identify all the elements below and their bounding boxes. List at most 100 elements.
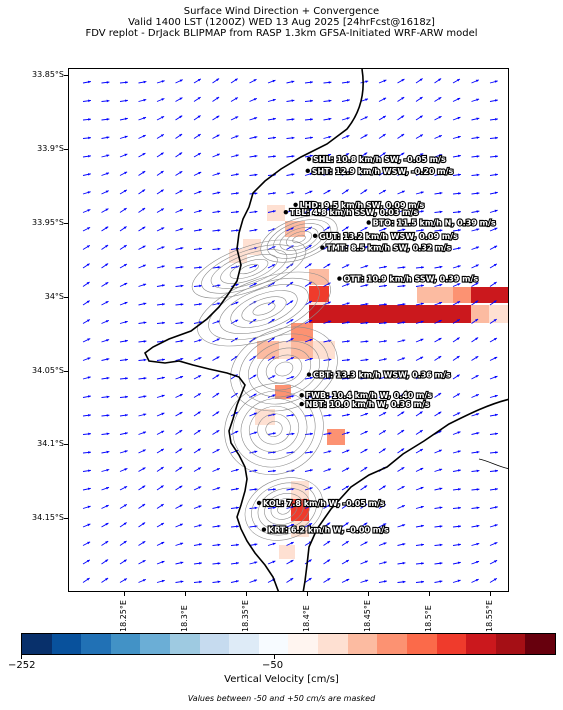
wind-arrow xyxy=(138,98,147,102)
wind-arrow xyxy=(489,559,498,565)
wind-arrow xyxy=(509,191,510,194)
lon-tick xyxy=(245,592,247,596)
wind-arrow xyxy=(119,450,128,454)
wind-arrow xyxy=(323,486,331,491)
wind-arrow xyxy=(286,318,294,324)
wind-arrow xyxy=(323,577,331,583)
wind-arrow xyxy=(397,429,405,435)
lat-label: 34°S xyxy=(44,291,64,301)
lat-label: 34.05°S xyxy=(32,365,64,375)
colorbar-segment xyxy=(347,634,378,654)
wind-arrow xyxy=(509,282,510,286)
wind-arrow xyxy=(193,374,202,380)
wind-arrow xyxy=(471,524,480,528)
lon-tick xyxy=(124,592,126,596)
wind-arrow xyxy=(156,265,165,269)
mask-note: Values between -50 and +50 cm/s are mask… xyxy=(187,694,376,703)
wind-arrow xyxy=(286,136,295,140)
wind-arrow xyxy=(397,466,405,472)
wind-arrow xyxy=(156,227,165,232)
wind-arrow xyxy=(378,542,387,546)
wind-arrow xyxy=(212,562,221,565)
wind-arrow xyxy=(138,170,146,176)
wind-arrow xyxy=(267,337,275,343)
colorbar-segment xyxy=(377,634,407,654)
wind-arrow xyxy=(378,170,386,176)
wind-arrow xyxy=(212,96,220,102)
wind-arrow xyxy=(304,450,313,454)
wind-arrow xyxy=(193,152,202,158)
west-coast-line xyxy=(143,69,364,591)
wind-arrow xyxy=(249,393,257,398)
wind-arrow xyxy=(138,503,146,509)
colorbar-segment xyxy=(258,634,289,654)
wind-arrow xyxy=(101,339,110,343)
station-nbt-label: NBT: 10.0 km/h W, 0.36 m/s xyxy=(306,400,430,409)
wind-arrow xyxy=(452,210,462,214)
wind-arrow xyxy=(509,227,510,231)
wind-arrow xyxy=(397,524,406,528)
wind-arrow xyxy=(156,152,164,158)
wind-arrow xyxy=(138,467,146,472)
wind-arrow xyxy=(101,395,110,399)
wind-arrow xyxy=(230,135,239,139)
wind-arrow xyxy=(378,227,387,232)
wind-arrow xyxy=(415,115,423,121)
wind-arrow xyxy=(82,118,92,121)
wind-arrow xyxy=(360,448,368,454)
wind-arrow xyxy=(304,172,313,176)
colorbar-segment xyxy=(406,634,437,654)
wind-arrow xyxy=(341,117,350,121)
wind-arrow xyxy=(175,411,183,417)
wind-arrow xyxy=(101,522,109,528)
wind-arrow xyxy=(286,577,294,583)
wind-arrow xyxy=(452,192,462,195)
wind-arrow xyxy=(175,448,183,454)
wind-arrow xyxy=(230,116,239,121)
wind-arrow xyxy=(101,486,110,491)
wind-arrow xyxy=(101,468,110,472)
wind-arrow xyxy=(452,393,461,398)
wind-arrow xyxy=(415,411,423,417)
wind-arrow xyxy=(175,561,184,565)
wind-arrow xyxy=(341,135,350,139)
wind-arrow xyxy=(82,136,92,140)
wind-arrow xyxy=(138,522,146,528)
convergence-cell xyxy=(275,385,291,399)
wind-arrow xyxy=(82,523,91,528)
wind-arrow xyxy=(434,301,443,306)
wind-arrow xyxy=(212,302,221,306)
station-krt-label: KRT: 6.2 km/h W, -0.00 m/s xyxy=(268,526,389,535)
wind-arrow xyxy=(119,282,128,287)
wind-arrow xyxy=(230,355,238,361)
contour-line xyxy=(232,390,316,468)
wind-arrow xyxy=(304,263,312,269)
wind-arrow xyxy=(101,300,109,306)
wind-arrow xyxy=(156,358,165,362)
wind-arrow xyxy=(175,247,184,250)
wind-arrow xyxy=(230,97,239,102)
wind-arrow xyxy=(471,264,479,269)
wind-arrow xyxy=(82,487,91,491)
wind-arrow xyxy=(452,228,461,232)
wind-arrow xyxy=(489,524,498,528)
wind-arrow xyxy=(397,190,406,195)
wind-arrow xyxy=(323,504,331,509)
wind-arrow xyxy=(101,172,110,176)
wind-arrow xyxy=(175,375,184,380)
wind-arrow xyxy=(452,431,461,435)
colorbar-tick-mid xyxy=(274,655,275,659)
wind-arrow xyxy=(156,189,164,195)
wind-arrow xyxy=(101,450,110,454)
wind-arrow xyxy=(471,155,480,158)
wind-arrow xyxy=(341,377,351,380)
wind-arrow xyxy=(415,229,424,232)
wind-arrow xyxy=(156,170,164,176)
wind-arrow xyxy=(397,209,406,213)
wind-arrow xyxy=(175,523,184,528)
lon-label: 18.35°E xyxy=(240,600,250,632)
wind-arrow xyxy=(82,300,90,306)
wind-arrow xyxy=(360,207,368,213)
wind-arrow xyxy=(509,81,510,84)
wind-arrow xyxy=(397,96,405,102)
